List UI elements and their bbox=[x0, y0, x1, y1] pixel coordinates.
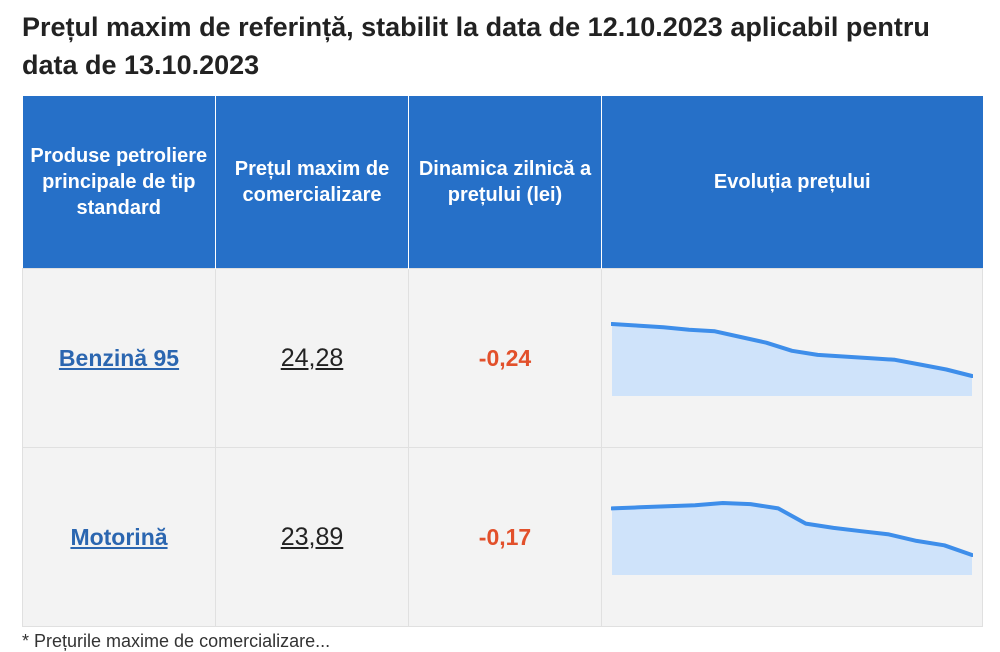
header-price-evolution: Evoluția prețului bbox=[601, 96, 983, 269]
price-cell: 24,28 bbox=[215, 268, 409, 448]
sparkline-area bbox=[612, 324, 972, 396]
trend-cell bbox=[601, 447, 983, 627]
product-link-benzina-95[interactable]: Benzină 95 bbox=[58, 344, 180, 371]
product-link-motorina[interactable]: Motorină bbox=[70, 523, 168, 550]
dynamic-cell: -0,17 bbox=[408, 447, 602, 627]
prices-table: Produse petroliere principale de tip sta… bbox=[22, 96, 983, 627]
dynamic-cell: -0,24 bbox=[408, 268, 602, 448]
sparkline-chart bbox=[611, 501, 973, 575]
table-header-row: Produse petroliere principale de tip sta… bbox=[22, 96, 983, 269]
product-cell: Motorină bbox=[22, 447, 216, 627]
price-value: 23,89 bbox=[280, 522, 344, 551]
sparkline-line bbox=[611, 322, 973, 378]
product-cell: Benzină 95 bbox=[22, 268, 216, 448]
table-row: Benzină 95 24,28 -0,24 bbox=[22, 268, 983, 448]
price-value: 24,28 bbox=[280, 343, 344, 372]
footnote: * Prețurile maxime de comercializare... bbox=[22, 631, 331, 651]
header-daily-dynamic: Dinamica zilnică a prețului (lei) bbox=[408, 96, 602, 269]
price-cell: 23,89 bbox=[215, 447, 409, 627]
sparkline-line bbox=[611, 501, 973, 557]
header-product: Produse petroliere principale de tip sta… bbox=[22, 96, 216, 269]
trend-cell bbox=[601, 268, 983, 448]
table-row: Motorină 23,89 -0,17 bbox=[22, 447, 983, 627]
dynamic-value: -0,17 bbox=[478, 523, 532, 550]
header-max-price: Prețul maxim de comercializare bbox=[215, 96, 409, 269]
page-title: Prețul maxim de referință, stabilit la d… bbox=[22, 12, 930, 80]
sparkline-chart bbox=[611, 322, 973, 396]
sparkline-area bbox=[612, 503, 972, 575]
dynamic-value: -0,24 bbox=[478, 344, 532, 371]
